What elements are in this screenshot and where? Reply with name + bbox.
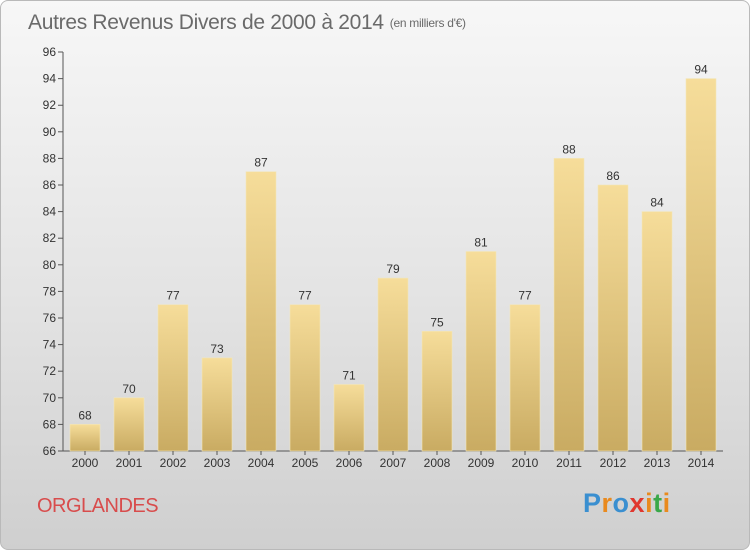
bar-value-label: 87 (254, 156, 268, 170)
x-tick-label: 2001 (116, 456, 143, 470)
y-tick-label: 76 (43, 311, 57, 325)
y-tick-label: 80 (43, 258, 57, 272)
bar (113, 397, 145, 452)
x-tick-label: 2003 (204, 456, 231, 470)
logo-letter: P (583, 488, 602, 518)
y-tick-label: 88 (43, 151, 57, 165)
y-tick-label: 66 (43, 444, 57, 458)
chart-title-unit: (en milliers d'€) (389, 16, 466, 30)
bar (553, 158, 585, 452)
bar-value-label: 86 (606, 169, 620, 183)
x-tick-label: 2010 (512, 456, 539, 470)
y-tick-label: 68 (43, 417, 57, 431)
proxiti-logo[interactable]: Proxiti (583, 488, 671, 519)
x-tick-label: 2000 (72, 456, 99, 470)
bar (685, 78, 717, 452)
bar-value-label: 84 (650, 196, 664, 210)
bar-value-label: 70 (122, 382, 136, 396)
x-tick-label: 2004 (248, 456, 275, 470)
logo-letter: i (662, 488, 671, 518)
chart-title: Autres Revenus Divers de 2000 à 2014 (en … (28, 11, 466, 35)
bar-value-label: 77 (166, 289, 180, 303)
x-tick-label: 2009 (468, 456, 495, 470)
bar (245, 171, 277, 452)
y-tick-label: 78 (43, 284, 57, 298)
bar (289, 304, 321, 452)
y-tick-label: 92 (43, 98, 57, 112)
x-tick-label: 2011 (556, 456, 582, 470)
x-tick-label: 2007 (380, 456, 407, 470)
x-tick-label: 2006 (336, 456, 363, 470)
x-tick-label: 2013 (644, 456, 671, 470)
y-tick-label: 72 (43, 364, 57, 378)
logo-letter: r (601, 488, 613, 518)
bar (333, 384, 365, 452)
y-tick-label: 94 (43, 72, 57, 86)
bar (641, 211, 673, 452)
bar-value-label: 73 (210, 342, 224, 356)
bar (465, 251, 497, 452)
bar (377, 277, 409, 452)
x-tick-label: 2014 (688, 456, 715, 470)
bar (421, 330, 453, 452)
x-tick-label: 2002 (160, 456, 187, 470)
bar-value-label: 77 (298, 289, 312, 303)
x-tick-label: 2005 (292, 456, 319, 470)
bar-value-label: 79 (386, 262, 400, 276)
y-tick-label: 86 (43, 178, 57, 192)
y-tick-label: 90 (43, 125, 57, 139)
x-tick-label: 2008 (424, 456, 451, 470)
y-tick-label: 84 (43, 205, 57, 219)
chart-title-main: Autres Revenus Divers de 2000 à 2014 (28, 11, 384, 34)
bar (509, 304, 541, 452)
logo-letter: t (653, 488, 663, 518)
bar-value-label: 71 (342, 369, 356, 383)
bar (69, 424, 101, 452)
bar-value-label: 68 (78, 408, 92, 422)
logo-letter: i (645, 488, 654, 518)
bar-value-label: 88 (562, 142, 576, 156)
bar-value-label: 81 (474, 236, 488, 250)
bar (597, 184, 629, 452)
y-tick-label: 70 (43, 391, 57, 405)
logo-letter: x (629, 488, 646, 518)
commune-name: ORGLANDES (37, 495, 159, 517)
bar-value-label: 77 (518, 289, 532, 303)
bar (201, 357, 233, 452)
y-tick-label: 96 (43, 45, 57, 59)
y-tick-label: 82 (43, 231, 57, 245)
bar (157, 304, 189, 452)
bar-value-label: 94 (694, 63, 708, 77)
x-tick-label: 2012 (600, 456, 627, 470)
logo-letter: o (612, 488, 630, 518)
y-tick-label: 74 (43, 338, 57, 352)
bar-value-label: 75 (430, 315, 444, 329)
